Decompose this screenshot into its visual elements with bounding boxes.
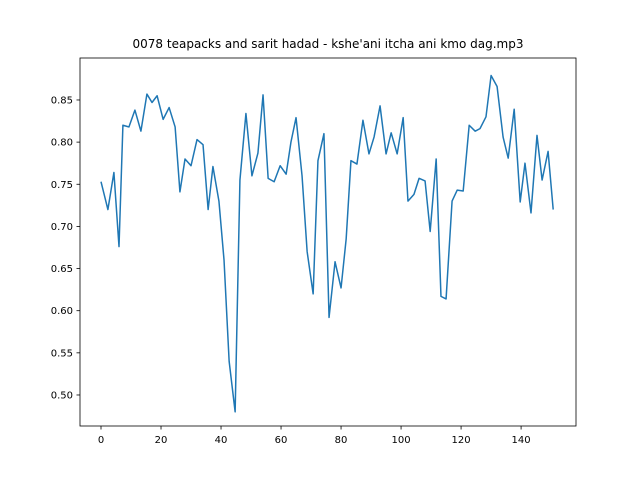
y-tick-label: 0.75	[51, 180, 73, 191]
y-tick-label: 0.65	[51, 264, 73, 275]
chart-title: 0078 teapacks and sarit hadad - kshe'ani…	[133, 37, 524, 51]
x-tick-label: 0	[98, 435, 104, 446]
y-tick-label: 0.50	[51, 390, 73, 401]
y-tick-label: 0.60	[51, 306, 73, 317]
x-tick-label: 80	[335, 435, 348, 446]
line-series	[100, 74, 554, 413]
x-tick-label: 60	[275, 435, 288, 446]
x-tick-label: 40	[215, 435, 228, 446]
x-tick-label: 20	[155, 435, 168, 446]
y-tick-label: 0.80	[51, 138, 73, 149]
x-tick-label: 120	[452, 435, 471, 446]
x-tick-label: 140	[512, 435, 531, 446]
y-tick-label: 0.70	[51, 222, 73, 233]
y-tick-label: 0.55	[51, 348, 73, 359]
axes-frame	[79, 57, 577, 427]
y-tick-label: 0.85	[51, 95, 73, 106]
x-tick-label: 100	[392, 435, 411, 446]
